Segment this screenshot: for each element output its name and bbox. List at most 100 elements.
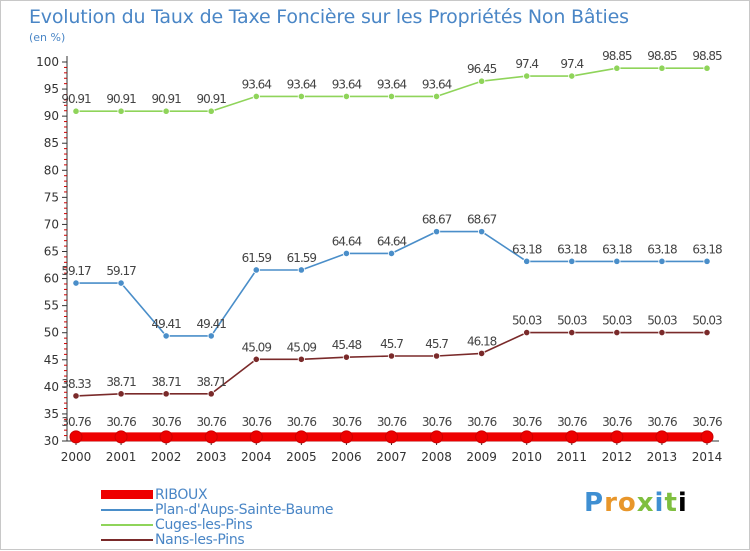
brand-letter: r: [604, 488, 618, 518]
data-label: 98.85: [602, 49, 632, 63]
data-label: 45.48: [332, 338, 362, 352]
data-point: [432, 228, 441, 236]
data-point: [475, 430, 489, 444]
x-tick-label: 2005: [286, 450, 317, 464]
data-point: [523, 328, 531, 337]
data-label: 30.76: [557, 415, 587, 429]
data-point: [478, 349, 486, 357]
data-label: 97.4: [560, 57, 583, 71]
data-point: [72, 107, 80, 115]
data-label: 45.09: [242, 340, 272, 354]
x-tick-label: 2000: [61, 450, 92, 464]
data-label: 30.76: [377, 415, 407, 429]
y-tick-label: 75: [44, 190, 59, 204]
data-point: [387, 352, 396, 360]
brand-letter: P: [584, 488, 605, 518]
data-point: [613, 328, 621, 337]
data-point: [385, 430, 398, 444]
x-tick-label: 2008: [421, 450, 452, 464]
data-point: [703, 64, 711, 72]
x-tick-label: 2013: [647, 450, 678, 464]
data-point: [117, 390, 125, 398]
y-tick-label: 85: [44, 136, 59, 150]
data-label: 38.71: [197, 375, 227, 389]
data-label: 93.64: [422, 77, 452, 91]
data-label: 96.45: [467, 62, 497, 76]
data-label: 30.76: [512, 415, 542, 429]
x-tick-label: 2011: [557, 450, 588, 464]
data-label: 30.76: [647, 415, 677, 429]
data-point: [430, 430, 444, 444]
data-point: [114, 430, 128, 444]
legend: RIBOUX Plan-d'Aups-Sainte-Baume Cuges-le…: [101, 487, 361, 548]
brand-letter: t: [664, 488, 678, 518]
brand-logo: Proxiti: [584, 488, 688, 518]
brand-letter: o: [617, 488, 637, 518]
data-point: [568, 328, 576, 337]
data-label: 38.71: [151, 375, 181, 389]
data-label: 63.18: [647, 242, 677, 256]
data-point: [523, 72, 531, 80]
data-point: [342, 92, 351, 101]
data-point: [72, 392, 80, 400]
data-label: 90.91: [106, 92, 136, 106]
data-point: [204, 430, 218, 444]
x-tick-label: 2009: [466, 450, 497, 464]
data-point: [568, 257, 576, 265]
y-tick-label: 90: [44, 109, 59, 123]
data-point: [342, 249, 351, 258]
y-tick-label: 40: [44, 380, 59, 394]
legend-swatch: [101, 490, 153, 499]
data-label: 90.91: [197, 92, 227, 106]
data-label: 93.64: [377, 77, 407, 91]
x-tick-label: 2014: [692, 450, 723, 464]
data-point: [658, 64, 666, 72]
data-label: 93.64: [332, 77, 362, 91]
data-point: [703, 257, 711, 265]
data-point: [69, 430, 83, 444]
x-tick-label: 2004: [241, 450, 272, 464]
data-point: [297, 266, 305, 274]
data-label: 93.64: [287, 77, 317, 91]
y-axis-unit: (en %): [29, 31, 66, 44]
x-tick-label: 2006: [331, 450, 362, 464]
x-tick-label: 2012: [602, 450, 633, 464]
data-point: [613, 257, 621, 265]
brand-letter: i: [654, 488, 665, 518]
data-point: [342, 353, 351, 361]
data-point: [432, 92, 441, 101]
legend-label: Cuges-les-Pins: [155, 517, 253, 533]
data-point: [72, 279, 80, 287]
data-label: 30.76: [106, 415, 136, 429]
y-tick-label: 95: [44, 82, 59, 96]
data-label: 50.03: [692, 314, 722, 328]
y-tick-label: 65: [44, 245, 59, 259]
data-point: [162, 107, 170, 115]
data-label: 59.17: [61, 264, 91, 278]
data-label: 63.18: [692, 242, 722, 256]
legend-swatch: [101, 524, 153, 526]
data-label: 30.76: [287, 415, 317, 429]
data-point: [249, 430, 263, 444]
data-label: 50.03: [602, 314, 632, 328]
data-point: [478, 77, 486, 85]
data-label: 64.64: [377, 234, 407, 248]
data-point: [117, 107, 125, 115]
legend-item-cuges: Cuges-les-Pins: [101, 517, 361, 533]
legend-item-nans: Nans-les-Pins: [101, 532, 361, 548]
y-tick-label: 80: [44, 163, 59, 177]
data-point: [610, 430, 624, 444]
data-label: 38.71: [106, 375, 136, 389]
data-point: [387, 92, 396, 101]
data-point: [568, 72, 576, 80]
x-tick-label: 2003: [196, 450, 227, 464]
data-point: [520, 430, 534, 444]
y-tick-label: 60: [44, 272, 59, 286]
data-label: 97.4: [515, 57, 538, 71]
data-point: [162, 390, 170, 398]
data-point: [117, 279, 125, 287]
y-tick-label: 30: [44, 434, 59, 448]
brand-letter: x: [636, 488, 655, 518]
